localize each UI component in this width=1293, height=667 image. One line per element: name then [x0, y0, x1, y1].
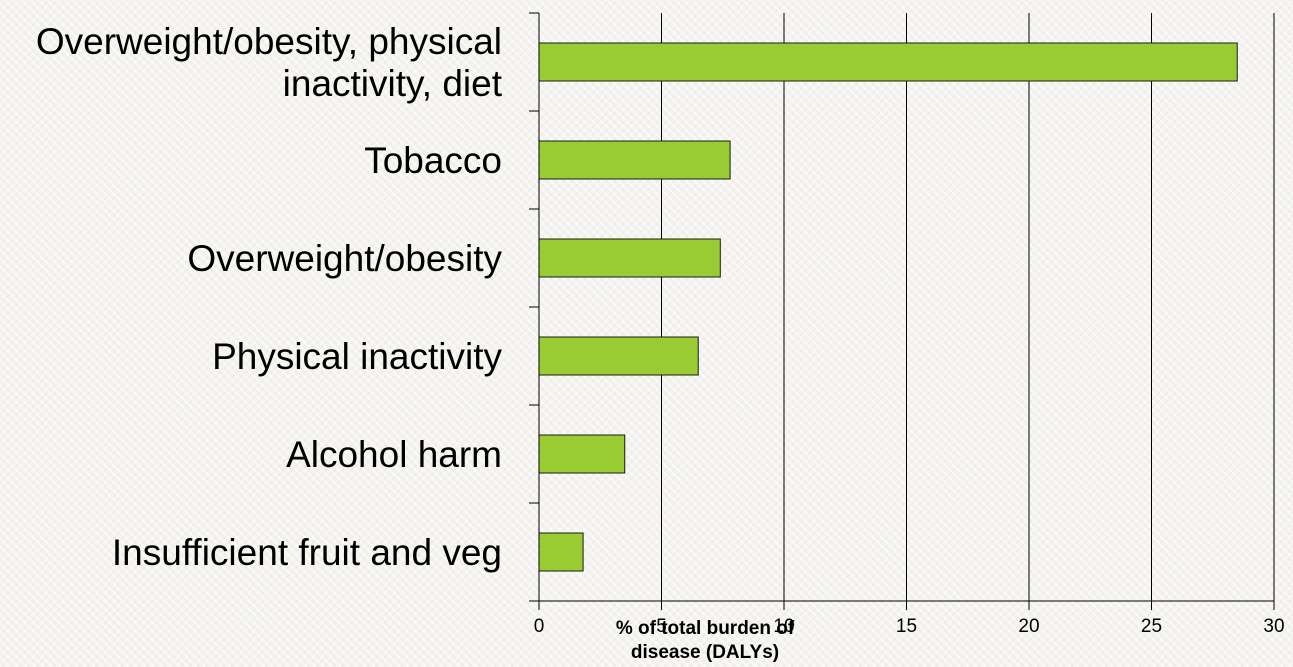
category-labels: Overweight/obesity, physical inactivity, …	[36, 21, 503, 573]
x-tick-label-5: 5	[656, 616, 667, 637]
category-label-5: Insufficient fruit and veg	[112, 532, 502, 573]
bars	[538, 42, 1238, 572]
category-label-4: Alcohol harm	[286, 434, 502, 475]
bar-0	[538, 42, 1238, 82]
axes	[529, 12, 1275, 610]
bar-3	[538, 336, 699, 376]
x-tick-label-10: 10	[773, 616, 794, 637]
bar-5	[538, 532, 584, 572]
category-label-3: Physical inactivity	[212, 336, 502, 377]
category-label-2: Overweight/obesity	[187, 238, 502, 279]
x-axis-title: % of total burden of disease (DALYs)	[616, 618, 795, 663]
gridlines	[661, 13, 1275, 601]
bar-2	[538, 238, 721, 278]
x-tick-label-20: 20	[1018, 616, 1039, 637]
x-tick-label-15: 15	[896, 616, 917, 637]
x-tick-label-30: 30	[1263, 616, 1284, 637]
bar-1	[538, 140, 731, 180]
category-label-0: Overweight/obesity, physical inactivity, …	[36, 21, 503, 104]
x-tick-labels: 0 5 10 15 20 25 30	[534, 616, 1285, 637]
x-tick-label-0: 0	[534, 616, 545, 637]
category-label-1: Tobacco	[364, 140, 502, 181]
bar-4	[538, 434, 626, 474]
x-tick-label-25: 25	[1141, 616, 1162, 637]
